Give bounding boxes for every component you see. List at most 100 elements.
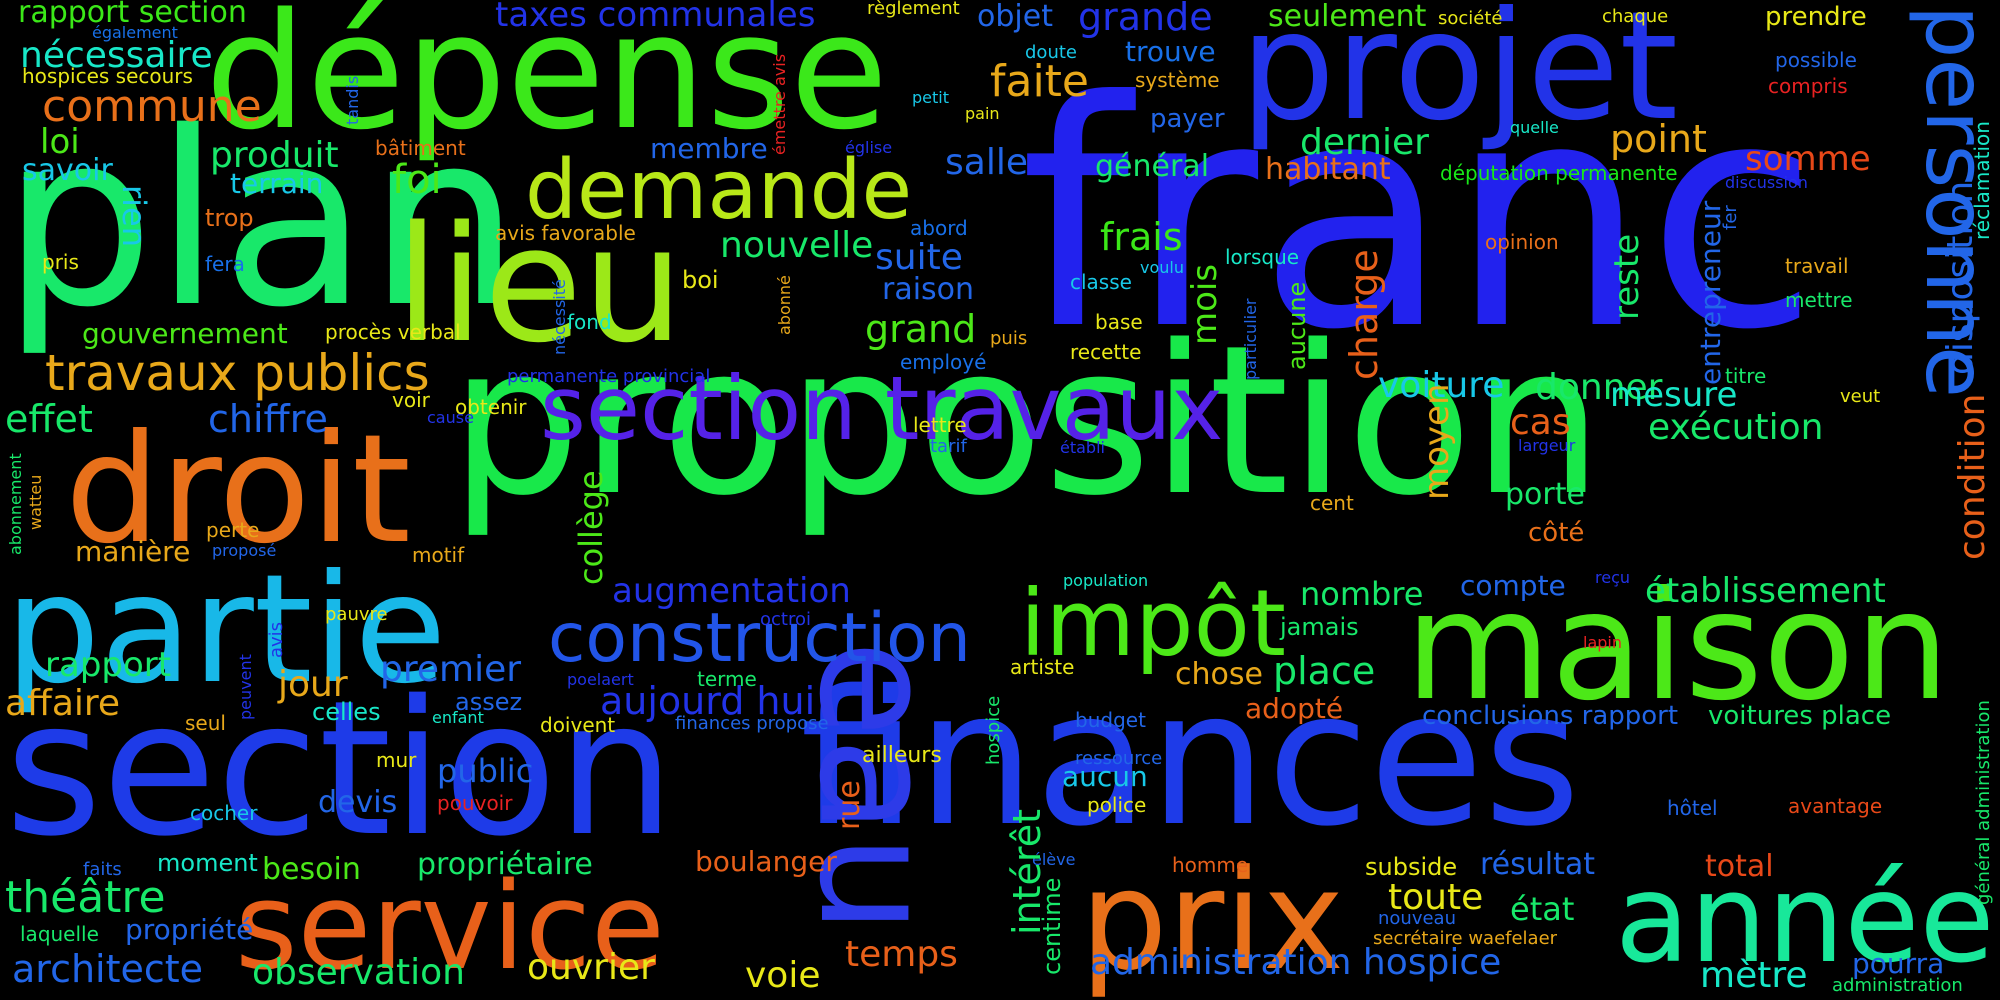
word-franc: franc [1020,34,1819,398]
word-condition: condition [1952,393,1993,560]
word-aujourd-hui: aujourd hui [600,679,816,723]
word-eleve: élève [1032,850,1076,869]
word-voitures-place: voitures place [1708,701,1892,731]
word-cocher: cocher [190,801,258,825]
word-chose: chose [1175,657,1263,692]
word-possible: possible [1775,48,1857,72]
word-population: population [1063,571,1149,590]
word-affaire: affaire [5,683,121,724]
word-commune: commune [42,81,262,132]
word-salle: salle [945,142,1028,183]
word-opinion: opinion [1485,230,1559,254]
word-reclamation: réclamation [1970,121,1994,240]
word-premier: premier [380,649,522,690]
word-etat: état [1510,890,1575,928]
word-nombre: nombre [1300,575,1424,613]
word-jamais: jamais [1280,613,1359,641]
word-foi: foi [392,157,442,203]
word-particulier: particulier [1241,298,1260,380]
word-trouve: trouve [1125,35,1216,68]
word-eau: eau [784,640,968,935]
word-hospice: hospice [983,695,1004,765]
word-charge: charge [1342,249,1386,380]
word-poelaert: poelaert [567,670,634,689]
word-somme: somme [1745,139,1871,179]
word-employe: employé [900,350,987,374]
word-prix: prix [1080,840,1345,1000]
word-deputation-permanente: députation permanente [1440,161,1678,185]
word-obtenir: obtenir [455,395,527,419]
word-finances: finances [800,650,1581,867]
word-college: collège [572,470,610,585]
word-aucun: aucun [1062,760,1148,793]
word-administration: administration [1832,975,1963,996]
word-systeme: système [1135,68,1220,92]
word-terme: terme [697,667,757,691]
word-mur: mur [376,748,417,772]
word-observation: observation [252,952,465,993]
word-hospices-secours: hospices secours [22,64,193,88]
word-watteu: watteu [26,474,45,530]
word-etablissement: établissement [1645,571,1886,611]
word-total: total [1705,849,1774,884]
word-abonnement: abonnement [6,453,25,555]
word-raison: raison [882,272,975,307]
word-section: section [5,660,675,877]
word-ouvrier: ouvrier [527,947,655,988]
word-chaque: chaque [1602,6,1669,27]
word-jour: jour [278,664,348,705]
word-place: place [1273,649,1376,693]
word-toute: toute [1388,877,1484,918]
word-lettre: lettre [913,413,967,437]
word-perte: perte [206,518,260,542]
word-conclusions-rapport: conclusions rapport [1422,701,1679,731]
word-objet: objet [977,0,1053,34]
word-secretaire-waefelaer: secrétaire waefelaer [1373,928,1558,949]
word-octroi: octroi [760,609,811,630]
word-moment: moment [157,849,258,877]
word-proposition: proposition [450,301,1603,541]
word-travail: travail [1785,254,1849,278]
word-public: public [437,752,534,790]
word-subside: subside [1365,853,1458,881]
word-ailleurs: ailleurs [862,743,942,768]
word-faits: faits [83,859,122,880]
word-necessaire: nécessaire [20,35,213,76]
word-ressource: ressource [1075,748,1163,769]
word-voiture: voiture [1378,365,1505,406]
word-dernier: dernier [1300,122,1429,163]
word-partie: partie [5,543,447,717]
word-architecte: architecte [12,947,204,991]
word-nouveau: nouveau [1378,908,1456,929]
word-motif: motif [412,543,465,567]
word-fer: fer [1720,205,1741,230]
word-artiste: artiste [1010,655,1075,679]
word-propose: proposé [212,541,277,560]
word-petit: petit [912,88,949,107]
word-fond: fond [567,310,612,334]
word-voir: voir [392,388,430,412]
word-voulu: voulu [1140,258,1184,277]
word-compte: compte [1460,569,1566,602]
word-section-travaux: section travaux [540,357,1224,460]
word-grand: grand [865,307,977,351]
word-resultat: résultat [1480,847,1596,882]
word-trop: trop [205,204,254,232]
word-police: police [1087,793,1147,817]
word-temps: temps [845,934,958,975]
word-necessite: nécessité [550,279,569,355]
word-pauvre: pauvre [325,604,388,625]
word-general-administration: général administration [1973,700,1994,905]
word-general: général [1095,149,1210,184]
word-suite: suite [875,237,963,278]
word-execution: exécution [1648,407,1824,448]
word-societe: société [1438,8,1503,29]
word-eglise: église [845,138,893,157]
word-maison: maison [1405,560,1950,734]
word-moyen: moyen [1417,383,1457,500]
word-quelle: quelle [1510,118,1559,137]
word-aucune: aucune [1283,281,1311,370]
word-rue: rue [832,780,867,830]
word-avis-favorable: avis favorable [495,221,636,245]
